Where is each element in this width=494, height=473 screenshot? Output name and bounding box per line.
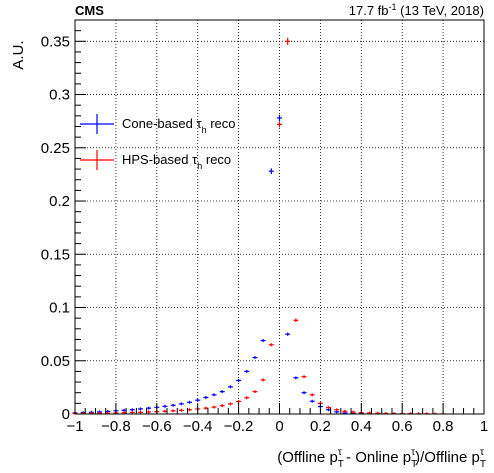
x-tick-label-2: −0.6 (142, 418, 172, 435)
legend-entry-hps: HPS-based τh reco (80, 150, 231, 171)
legend-hps-post: reco (202, 152, 231, 167)
x-title-sup-2: τ (411, 447, 415, 458)
lumi-label: 17.7 fb-1 (13 TeV, 2018) (349, 2, 484, 18)
x-title-part-3: )/Offline p (415, 449, 480, 466)
grid-lines (75, 20, 484, 414)
lumi-value: 17.7 fb (349, 3, 389, 18)
series-1 (72, 37, 446, 415)
y-tick-label-3: 0.15 (41, 246, 70, 263)
legend-cone-main: Cone-based τ (122, 116, 202, 131)
x-tick-label-4: −0.2 (224, 418, 254, 435)
x-tick-label-6: 0.2 (310, 418, 331, 435)
legend-hps-main: HPS-based τ (122, 152, 198, 167)
legend-entry-cone: Cone-based τh reco (80, 114, 236, 135)
tick-labels: −1 −0.8 −0.6 −0.4 −0.2 0 0.2 0.4 0.6 0.8 1 0 0.05 0.1… (41, 33, 488, 435)
y-tick-label-7: 0.35 (41, 33, 70, 50)
x-tick-label-0: −1 (66, 418, 83, 435)
y-tick-label-0: 0 (62, 406, 70, 423)
x-tick-label-5: 0 (275, 418, 283, 435)
y-tick-label-5: 0.25 (41, 140, 70, 157)
y-tick-label-4: 0.2 (49, 193, 70, 210)
y-tick-label-6: 0.3 (49, 87, 70, 104)
experiment-label: CMS (75, 3, 104, 18)
x-tick-label-10: 1 (480, 418, 488, 435)
lumi-exponent: -1 (389, 2, 397, 12)
x-tick-label-3: −0.4 (183, 418, 213, 435)
x-title-part-1: (Offline p (277, 449, 338, 466)
x-axis-title: (Offline pTτ - Online pTτ)/Offline pTτ (277, 447, 486, 470)
legend: Cone-based τh reco HPS-based τh reco (80, 114, 236, 171)
y-tick-label-2: 0.1 (49, 300, 70, 317)
legend-cone-sub: h (202, 125, 207, 135)
y-axis-title: A.U. (10, 40, 27, 69)
lumi-suffix: (13 TeV, 2018) (397, 3, 484, 18)
y-tick-label-1: 0.05 (41, 353, 70, 370)
x-tick-label-7: 0.4 (351, 418, 372, 435)
legend-cone-post: reco (207, 116, 236, 131)
x-title-sup-3: τ (480, 447, 484, 458)
legend-hps-sub: h (197, 161, 202, 171)
x-title-sub-3: T (480, 459, 486, 470)
x-tick-label-8: 0.6 (392, 418, 413, 435)
x-title-sub-1: T (338, 459, 344, 470)
x-title-sub-2: T (411, 459, 417, 470)
x-title-part-2: - Online p (342, 449, 411, 466)
legend-label-hps: HPS-based τh reco (122, 152, 231, 171)
x-tick-label-9: 0.8 (433, 418, 454, 435)
x-tick-label-1: −0.8 (101, 418, 131, 435)
legend-label-cone: Cone-based τh reco (122, 116, 236, 135)
axis-ticks (74, 30, 485, 415)
x-title-sup-1: τ (338, 447, 342, 458)
